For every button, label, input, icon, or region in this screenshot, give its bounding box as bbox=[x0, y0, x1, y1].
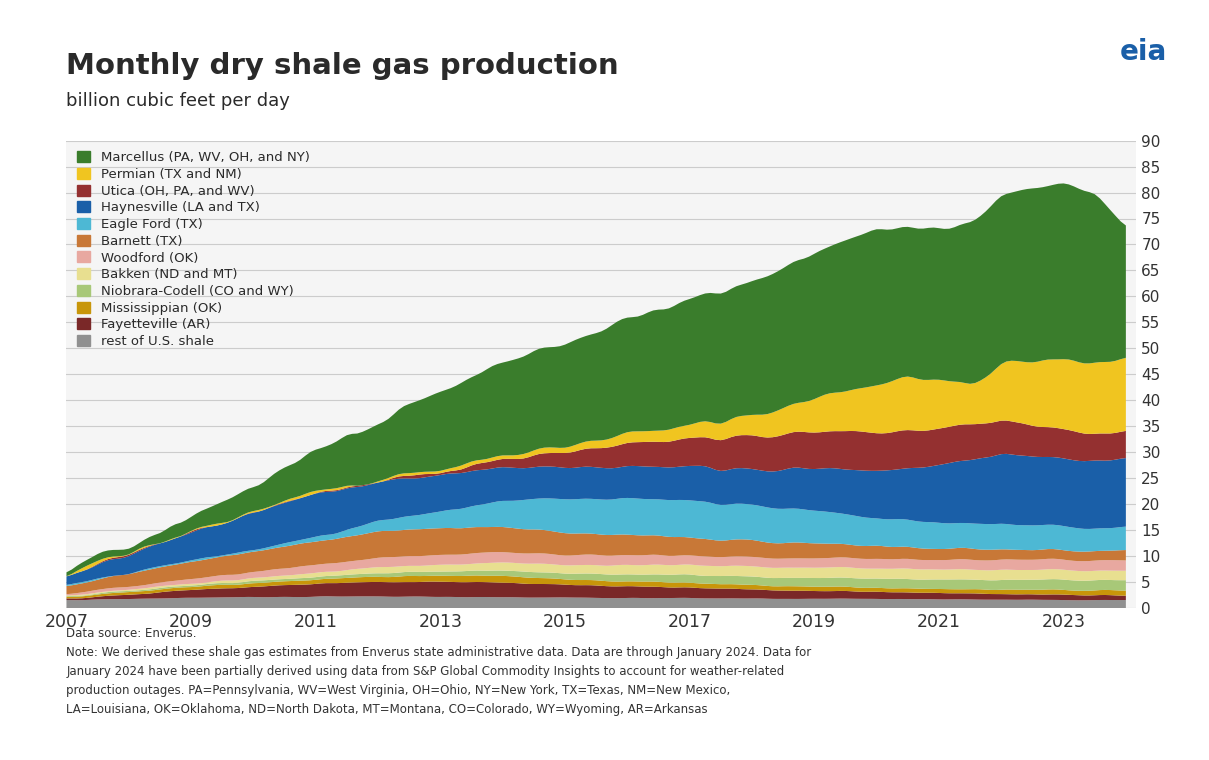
Text: Monthly dry shale gas production: Monthly dry shale gas production bbox=[66, 52, 619, 80]
Text: eia: eia bbox=[1120, 38, 1167, 66]
Text: Data source: Enverus.
Note: We derived these shale gas estimates from Enverus st: Data source: Enverus. Note: We derived t… bbox=[66, 627, 811, 716]
Legend: Marcellus (PA, WV, OH, and NY), Permian (TX and NM), Utica (OH, PA, and WV), Hay: Marcellus (PA, WV, OH, and NY), Permian … bbox=[73, 147, 313, 352]
Text: billion cubic feet per day: billion cubic feet per day bbox=[66, 92, 290, 110]
